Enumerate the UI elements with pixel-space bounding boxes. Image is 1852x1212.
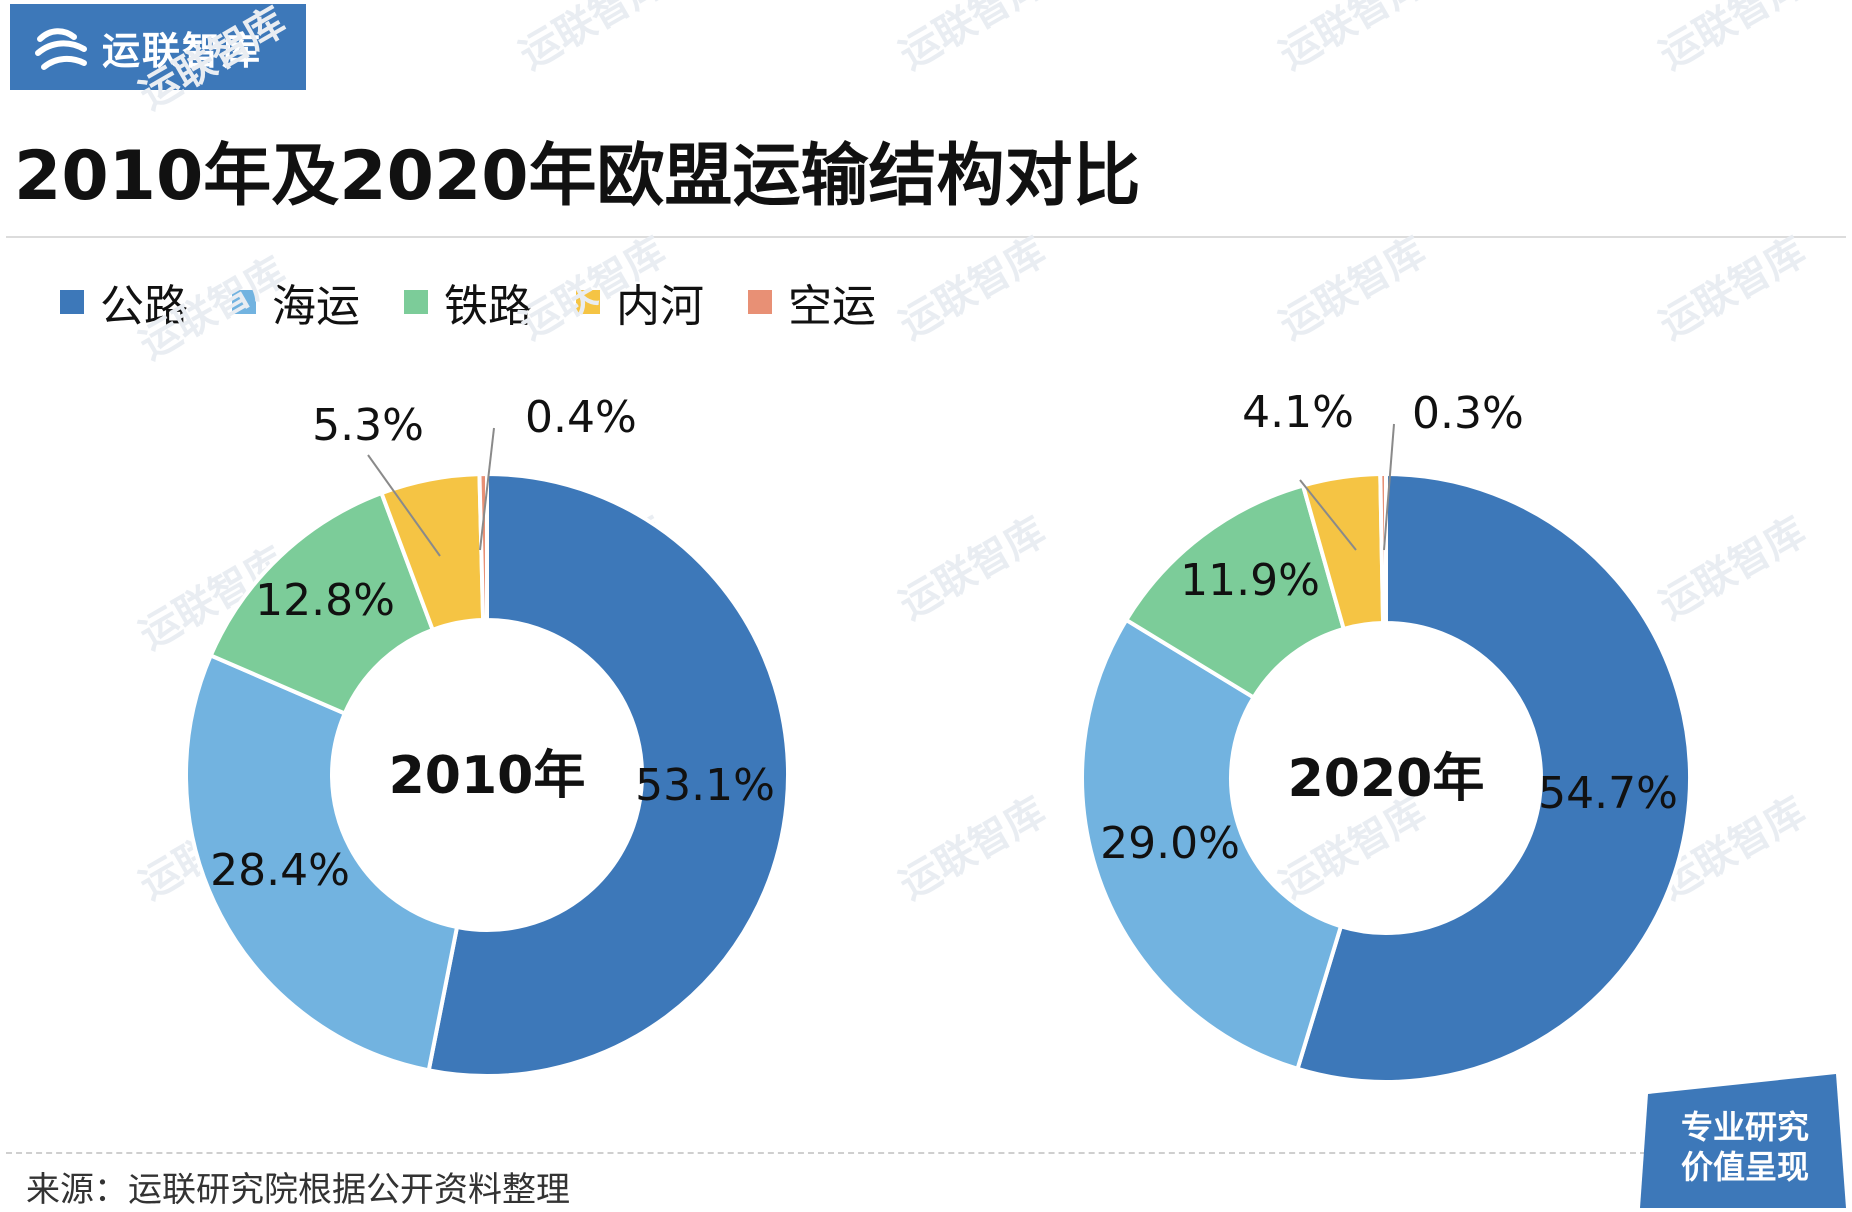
corner-stamp-badge — [1640, 1074, 1846, 1208]
legend-label: 公路 — [100, 281, 188, 332]
data-label: 5.3% — [312, 400, 424, 451]
legend-item-road: 公路 — [60, 270, 188, 334]
source-note: 来源：运联研究院根据公开资料整理 — [26, 1170, 570, 1210]
data-label: 0.4% — [525, 392, 637, 443]
legend-item-sea: 海运 — [232, 270, 360, 334]
brand-logo: 运联智库 — [10, 4, 306, 90]
data-label: 54.7% — [1538, 768, 1678, 819]
watermark-text: 运联智库 — [512, 0, 674, 79]
watermark-text: 运联智库 — [892, 509, 1054, 629]
legend-label: 内河 — [616, 281, 704, 332]
donut-center-label: 2020年 — [1288, 749, 1485, 809]
stamp-line-1: 专业研究 — [1680, 1108, 1809, 1146]
stamp-line-2: 价值呈现 — [1680, 1148, 1809, 1186]
data-label: 53.1% — [635, 760, 775, 811]
data-label-leader-line — [1299, 479, 1357, 551]
footer-divider — [6, 1152, 1646, 1154]
data-label-leader-line — [367, 454, 441, 557]
watermark-text: 运联智库 — [512, 229, 674, 349]
data-label-leader-line — [1383, 423, 1395, 551]
data-label: 0.3% — [1412, 388, 1524, 439]
watermark-text: 运联智库 — [1272, 229, 1434, 349]
legend-item-inland: 内河 — [576, 270, 704, 334]
donut-0-slice-公路 — [426, 471, 790, 1078]
legend-item-rail: 铁路 — [404, 270, 532, 334]
watermark-text: 运联智库 — [1272, 0, 1434, 79]
watermark-text: 运联智库 — [1652, 0, 1814, 79]
watermark-text: 运联智库 — [892, 789, 1054, 909]
donut-0-slice-海运 — [184, 652, 460, 1073]
title-divider — [6, 236, 1846, 238]
legend-swatch — [232, 290, 256, 314]
watermark-text: 运联智库 — [132, 0, 294, 119]
watermark-text: 运联智库 — [892, 0, 1054, 79]
legend-swatch — [576, 290, 600, 314]
brand-swirl-icon — [35, 28, 87, 70]
watermark-text: 运联智库 — [132, 249, 294, 369]
data-label: 28.4% — [210, 845, 350, 896]
legend-swatch — [60, 290, 84, 314]
legend-label: 铁路 — [444, 281, 532, 332]
legend-label: 空运 — [788, 281, 876, 332]
donut-center-label: 2010年 — [389, 746, 586, 806]
brand-name: 运联智库 — [102, 28, 263, 73]
watermark-text: 运联智库 — [892, 229, 1054, 349]
watermark-text: 运联智库 — [1652, 509, 1814, 629]
donut-1-slice-海运 — [1080, 617, 1344, 1072]
legend-swatch — [748, 290, 772, 314]
legend-swatch — [404, 290, 428, 314]
donut-1-slice-公路 — [1295, 471, 1693, 1084]
data-label: 4.1% — [1242, 387, 1354, 438]
page-title: 2010年及2020年欧盟运输结构对比 — [14, 137, 1141, 216]
data-label: 12.8% — [255, 575, 395, 626]
chart-legend: 公路 海运 铁路 内河 空运 — [60, 270, 920, 334]
legend-item-air: 空运 — [748, 270, 876, 334]
data-label: 11.9% — [1180, 555, 1320, 606]
legend-label: 海运 — [272, 281, 360, 332]
data-label: 29.0% — [1100, 818, 1240, 869]
data-label-leader-line — [479, 427, 495, 551]
watermark-text: 运联智库 — [1652, 229, 1814, 349]
